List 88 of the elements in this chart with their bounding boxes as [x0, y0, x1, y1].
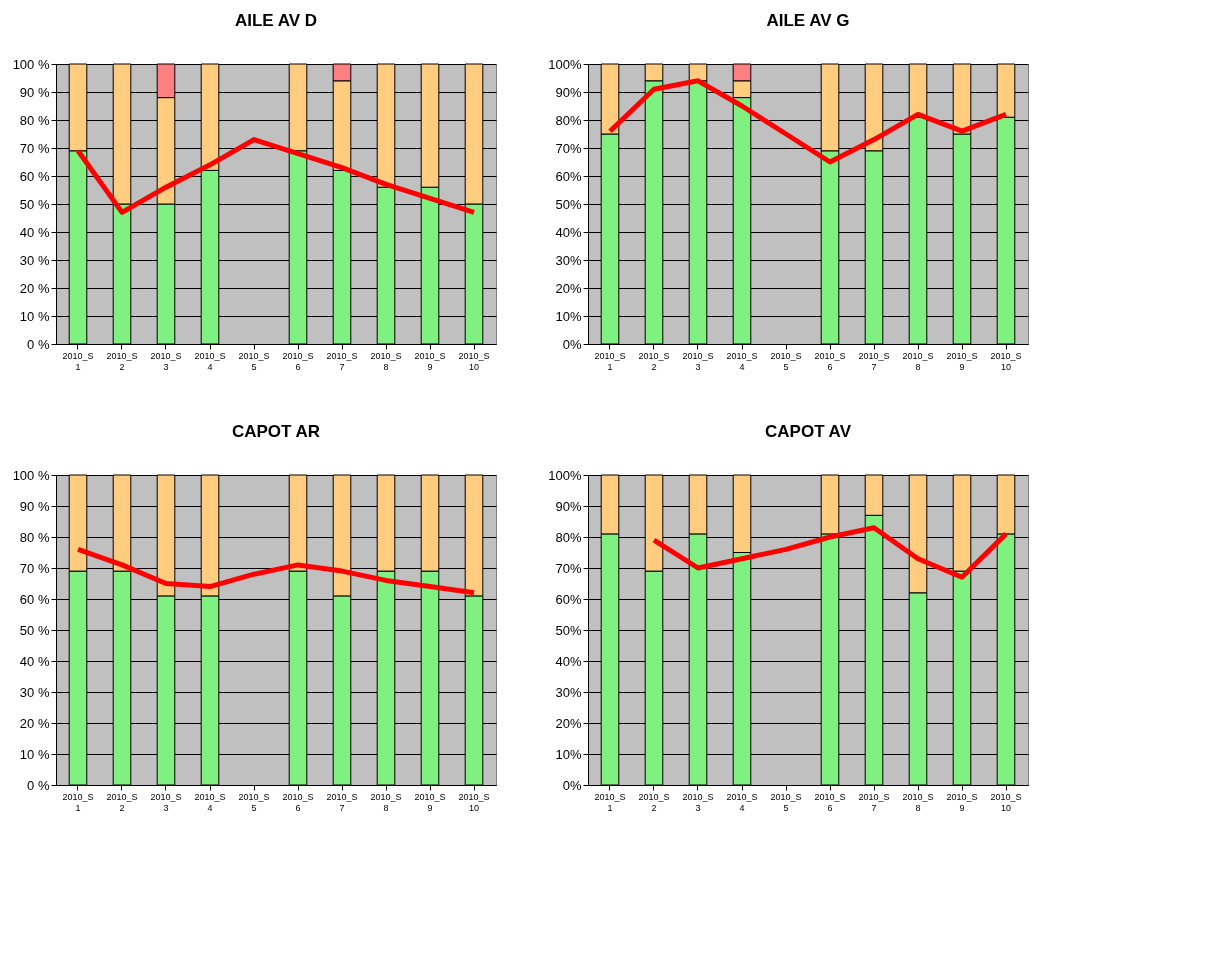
- y-tick-label: 90%: [555, 498, 582, 514]
- x-tick-label: 2010_S 5: [238, 791, 270, 813]
- x-tick-label: 2010_S 4: [726, 791, 758, 813]
- x-tick-label: 2010_S 7: [858, 350, 890, 372]
- y-tick-label: 80 %: [19, 529, 50, 545]
- x-tick-label: 2010_S 3: [150, 791, 182, 813]
- y-tick-label: 20 %: [19, 280, 50, 296]
- y-tick-label: 80%: [555, 529, 582, 545]
- x-tick-label: 2010_S 9: [946, 791, 978, 813]
- x-tick-label: 2010_S 1: [62, 791, 94, 813]
- y-tick-label: 0%: [562, 777, 582, 793]
- x-tick-label: 2010_S 5: [770, 791, 802, 813]
- x-tick-label: 2010_S 8: [370, 791, 402, 813]
- y-tick-label: 100 %: [12, 467, 50, 483]
- y-tick-label: 30%: [555, 684, 582, 700]
- x-tick-label: 2010_S 3: [150, 350, 182, 372]
- x-tick-label: 2010_S 2: [106, 350, 138, 372]
- y-tick-label: 70 %: [19, 140, 50, 156]
- x-tick-label: 2010_S 6: [814, 791, 846, 813]
- x-tick-label: 2010_S 9: [946, 350, 978, 372]
- y-tick-label: 60 %: [19, 168, 50, 184]
- y-tick-label: 60%: [555, 168, 582, 184]
- y-tick-label: 60 %: [19, 591, 50, 607]
- chart-title: CAPOT AV: [765, 422, 852, 441]
- x-tick-label: 2010_S 5: [770, 350, 802, 372]
- y-tick-label: 0%: [562, 336, 582, 352]
- y-tick-label: 0 %: [27, 336, 50, 352]
- x-tick-label: 2010_S 6: [282, 791, 314, 813]
- x-tick-label: 2010_S 4: [194, 791, 226, 813]
- y-tick-label: 90%: [555, 84, 582, 100]
- y-tick-label: 100 %: [12, 56, 50, 72]
- chart-title: AILE AV G: [766, 11, 850, 30]
- y-tick-label: 80%: [555, 112, 582, 128]
- y-tick-label: 20%: [555, 280, 582, 296]
- y-tick-label: 30 %: [19, 684, 50, 700]
- chart-title: CAPOT AR: [231, 422, 321, 441]
- y-tick-label: 10 %: [19, 308, 50, 324]
- x-tick-label: 2010_S 1: [594, 791, 626, 813]
- y-tick-label: 60%: [555, 591, 582, 607]
- y-tick-label: 30 %: [19, 252, 50, 268]
- y-tick-label: 20%: [555, 715, 582, 731]
- y-tick-label: 50 %: [19, 622, 50, 638]
- x-tick-label: 2010_S 9: [414, 350, 446, 372]
- x-tick-label: 2010_S 1: [62, 350, 94, 372]
- x-tick-label: 2010_S 2: [638, 350, 670, 372]
- y-tick-label: 40%: [555, 224, 582, 240]
- y-tick-label: 50%: [555, 196, 582, 212]
- x-tick-label: 2010_S 7: [858, 791, 890, 813]
- y-tick-label: 70%: [555, 560, 582, 576]
- x-tick-label: 2010_S 7: [326, 350, 358, 372]
- chart-title: AILE AV D: [234, 11, 318, 30]
- y-tick-label: 40%: [555, 653, 582, 669]
- y-tick-label: 10%: [555, 308, 582, 324]
- y-tick-label: 40 %: [19, 653, 50, 669]
- x-tick-label: 2010_S 5: [238, 350, 270, 372]
- x-tick-label: 2010_S 1: [594, 350, 626, 372]
- y-tick-label: 70 %: [19, 560, 50, 576]
- x-tick-label: 2010_S 6: [282, 350, 314, 372]
- y-tick-label: 10%: [555, 746, 582, 762]
- y-tick-label: 40 %: [19, 224, 50, 240]
- y-tick-label: 80 %: [19, 112, 50, 128]
- y-tick-label: 10 %: [19, 746, 50, 762]
- x-tick-label: 2010_S 3: [682, 350, 714, 372]
- y-tick-label: 50%: [555, 622, 582, 638]
- x-tick-label: 2010_S 8: [370, 350, 402, 372]
- x-tick-label: 2010_S 10: [458, 791, 490, 813]
- y-tick-label: 20 %: [19, 715, 50, 731]
- x-tick-label: 2010_S 7: [326, 791, 358, 813]
- y-tick-label: 50 %: [19, 196, 50, 212]
- x-tick-label: 2010_S 10: [458, 350, 490, 372]
- x-tick-label: 2010_S 8: [902, 350, 934, 372]
- x-tick-label: 2010_S 4: [726, 350, 758, 372]
- x-tick-label: 2010_S 6: [814, 350, 846, 372]
- y-tick-label: 30%: [555, 252, 582, 268]
- y-tick-label: 100%: [548, 56, 582, 72]
- x-tick-label: 2010_S 8: [902, 791, 934, 813]
- y-tick-label: 0 %: [27, 777, 50, 793]
- x-tick-label: 2010_S 10: [990, 350, 1022, 372]
- y-tick-label: 70%: [555, 140, 582, 156]
- y-tick-label: 100%: [548, 467, 582, 483]
- x-tick-label: 2010_S 9: [414, 791, 446, 813]
- x-tick-label: 2010_S 10: [990, 791, 1022, 813]
- x-tick-label: 2010_S 2: [638, 791, 670, 813]
- y-tick-label: 90 %: [19, 498, 50, 514]
- x-tick-label: 2010_S 3: [682, 791, 714, 813]
- x-tick-label: 2010_S 4: [194, 350, 226, 372]
- x-tick-label: 2010_S 2: [106, 791, 138, 813]
- y-tick-label: 90 %: [19, 84, 50, 100]
